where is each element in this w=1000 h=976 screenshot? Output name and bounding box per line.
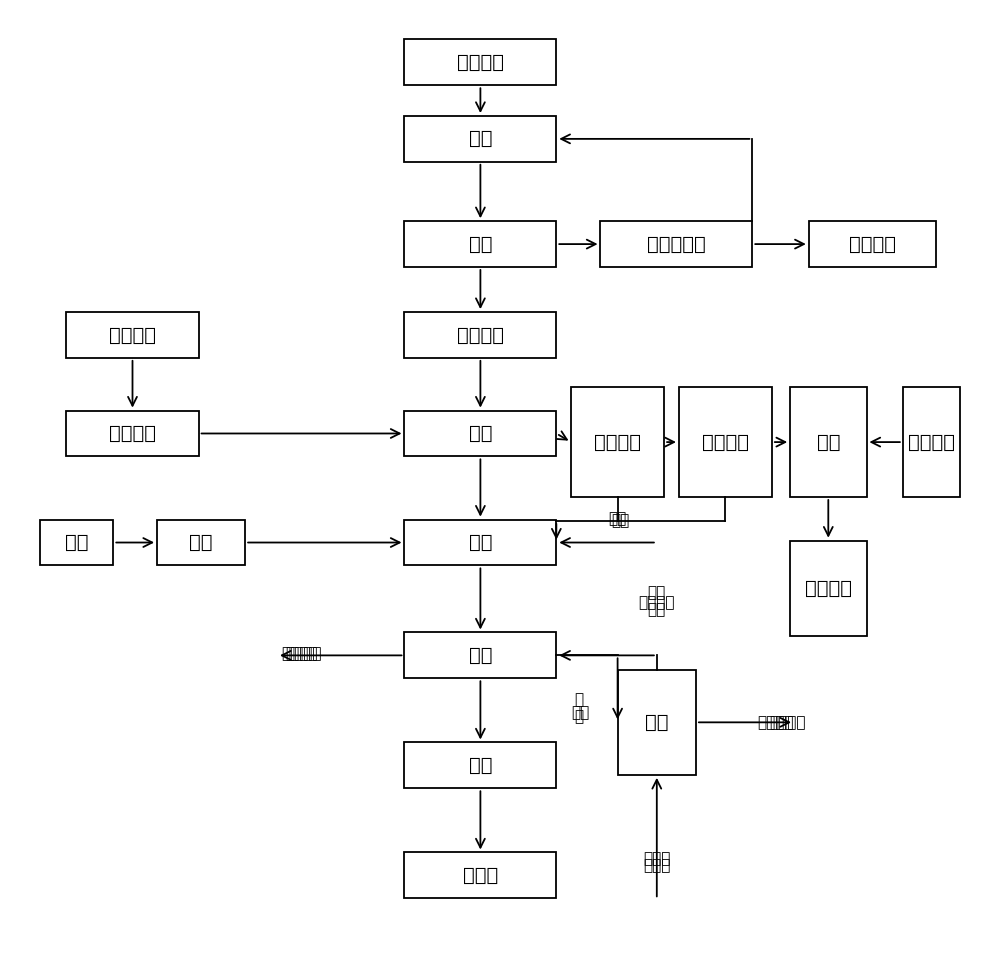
Text: 冷空气: 冷空气 [643, 858, 670, 874]
Bar [600, 222, 752, 267]
Text: 干燥: 干燥 [469, 424, 492, 443]
Bar [66, 312, 199, 358]
Bar [404, 312, 556, 358]
Text: 喷淋: 喷淋 [817, 432, 840, 452]
Text: 破碎: 破碎 [189, 533, 213, 552]
Text: 压滤回用水: 压滤回用水 [647, 234, 706, 254]
Bar [404, 411, 556, 457]
Text: 配料: 配料 [469, 533, 492, 552]
Text: 金属锭: 金属锭 [463, 866, 498, 885]
Text: 熔炼: 熔炼 [469, 646, 492, 665]
Bar [404, 116, 556, 162]
Text: 排出炉渣: 排出炉渣 [281, 646, 317, 661]
Text: 预热
空气: 预热 空气 [648, 585, 666, 617]
Text: 干燥除尘: 干燥除尘 [757, 714, 793, 730]
Text: 预热空气: 预热空气 [639, 595, 675, 610]
Bar [790, 541, 867, 636]
Text: 冷空气: 冷空气 [643, 852, 670, 867]
Text: 烟囱排空: 烟囱排空 [908, 432, 955, 452]
Text: 辅料: 辅料 [65, 533, 88, 552]
Bar [903, 387, 960, 497]
Bar [679, 387, 772, 497]
Bar [790, 387, 867, 497]
Text: 排出炉渣: 排出炉渣 [286, 646, 322, 661]
Bar [809, 222, 936, 267]
Text: 打浆: 打浆 [469, 130, 492, 148]
Text: 烟
气: 烟 气 [574, 692, 583, 724]
Text: 电镀污泥: 电镀污泥 [457, 53, 504, 72]
Text: 布袋除尘: 布袋除尘 [702, 432, 749, 452]
Bar [404, 743, 556, 789]
Text: 铸锭: 铸锭 [469, 755, 492, 775]
Text: 烟尘: 烟尘 [608, 511, 627, 526]
Text: 循环沉淀: 循环沉淀 [805, 579, 852, 598]
Bar [571, 387, 664, 497]
Bar [404, 222, 556, 267]
Text: 干燥热风: 干燥热风 [109, 424, 156, 443]
Text: 重油燃烧: 重油燃烧 [109, 325, 156, 345]
Text: 干燥除尘: 干燥除尘 [770, 714, 806, 730]
Bar [157, 519, 245, 565]
Text: 压滤: 压滤 [469, 234, 492, 254]
Text: 烟尘: 烟尘 [611, 513, 630, 528]
Text: 烟气: 烟气 [571, 706, 589, 720]
Text: 废水处理: 废水处理 [849, 234, 896, 254]
Bar [404, 852, 556, 898]
Bar [40, 519, 113, 565]
Bar [404, 632, 556, 678]
Bar [404, 519, 556, 565]
Bar [618, 670, 696, 775]
Text: 滤饼破碎: 滤饼破碎 [457, 325, 504, 345]
Text: 换热: 换热 [645, 712, 669, 732]
Bar [404, 39, 556, 85]
Bar [66, 411, 199, 457]
Text: 旋风除尘: 旋风除尘 [594, 432, 641, 452]
